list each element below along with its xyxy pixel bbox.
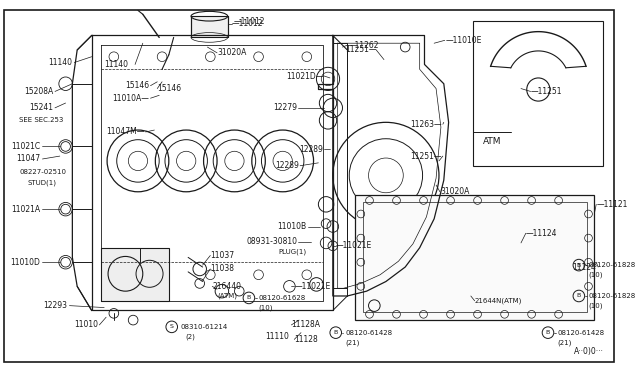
Text: (10): (10) (589, 272, 603, 278)
Text: 11047: 11047 (17, 154, 40, 163)
Text: 11021D—: 11021D— (286, 71, 323, 80)
Text: —11021E: —11021E (336, 241, 372, 250)
Text: 12279: 12279 (273, 103, 297, 112)
Bar (355, 195, 595, 320)
Text: B: B (577, 294, 581, 298)
Text: —11121: —11121 (596, 200, 628, 209)
Text: (ATM): (ATM) (217, 293, 237, 299)
Text: S: S (170, 324, 173, 329)
Text: 11010B: 11010B (278, 222, 307, 231)
Text: 21644N(ATM): 21644N(ATM) (475, 298, 522, 304)
Text: A··0)0···: A··0)0··· (574, 347, 604, 356)
Text: STUD(1): STUD(1) (27, 180, 56, 186)
Text: —11012: —11012 (232, 19, 263, 28)
Text: —11251: —11251 (531, 87, 562, 96)
Text: (10): (10) (259, 304, 273, 311)
Text: 11038: 11038 (211, 264, 234, 273)
Text: 11010: 11010 (74, 320, 99, 330)
Text: 11251—: 11251— (345, 45, 376, 54)
Text: 12289: 12289 (300, 145, 323, 154)
Text: 11124: 11124 (572, 263, 596, 272)
Text: (21): (21) (346, 339, 360, 346)
Text: 11010D: 11010D (11, 258, 40, 267)
Text: 11021A: 11021A (12, 205, 40, 214)
Text: 08120-61428: 08120-61428 (557, 330, 605, 336)
Text: 08120-61828: 08120-61828 (589, 293, 636, 299)
Bar (191, 16, 228, 38)
Text: 08120-61428: 08120-61428 (346, 330, 392, 336)
Bar (473, 21, 603, 166)
Text: 11021C: 11021C (12, 142, 40, 151)
Text: 11140: 11140 (104, 60, 128, 69)
Text: 08310-61214: 08310-61214 (180, 324, 228, 330)
Text: PLUG(1): PLUG(1) (278, 248, 307, 255)
Text: B: B (546, 330, 550, 335)
Text: 15146: 15146 (125, 81, 150, 90)
Text: —11010E: —11010E (445, 36, 482, 45)
Text: (2): (2) (185, 333, 195, 340)
Bar (101, 248, 169, 301)
Text: 31020A: 31020A (440, 187, 469, 196)
Bar (363, 202, 587, 312)
Text: 12293: 12293 (44, 301, 68, 310)
Text: 12289: 12289 (275, 161, 299, 170)
Text: 11010A—: 11010A— (113, 94, 150, 103)
Text: 11128: 11128 (294, 335, 318, 344)
Text: 216440: 216440 (212, 282, 241, 291)
Text: —11124: —11124 (526, 229, 557, 238)
Text: B: B (333, 330, 338, 335)
Text: B: B (247, 295, 251, 301)
Text: 08227-02510: 08227-02510 (19, 170, 67, 176)
Text: 08931-30810: 08931-30810 (246, 237, 297, 247)
Text: 11128A: 11128A (291, 320, 321, 330)
Text: SEE SEC.253: SEE SEC.253 (19, 118, 63, 124)
Text: 11263—: 11263— (410, 120, 442, 129)
Text: ATM: ATM (483, 137, 501, 146)
Text: 31020A: 31020A (217, 48, 246, 57)
Text: B: B (577, 263, 581, 267)
Text: (10): (10) (589, 302, 603, 309)
Text: —11012: —11012 (234, 16, 265, 26)
Text: (21): (21) (557, 339, 572, 346)
Text: 08120-61828: 08120-61828 (589, 262, 636, 268)
Text: 15146: 15146 (157, 84, 181, 93)
Text: 15208A: 15208A (24, 87, 53, 96)
Text: 11140: 11140 (49, 58, 72, 67)
Text: —11262: —11262 (348, 41, 379, 49)
Text: 11251—: 11251— (410, 152, 442, 161)
Text: 11037: 11037 (211, 251, 234, 260)
Text: 11047M—: 11047M— (106, 128, 145, 137)
Text: —11021E: —11021E (294, 282, 330, 291)
Text: 08120-61628: 08120-61628 (259, 295, 306, 301)
Text: 11110: 11110 (266, 332, 289, 341)
Text: 15241: 15241 (29, 103, 53, 112)
